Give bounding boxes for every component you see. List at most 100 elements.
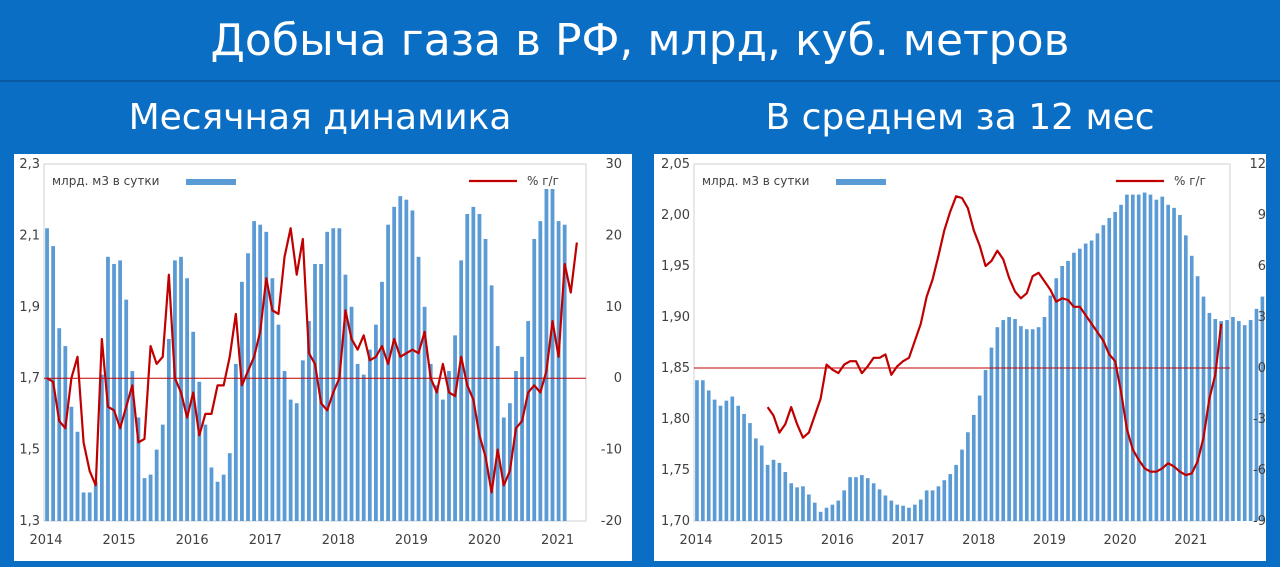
bar [1166,204,1170,522]
bar [1101,225,1106,521]
chart-12m-panel: 1,70 1,75 1,80 1,85 1,90 1,95 2,00 2,05 -9 -6 -3 0 3… [654,154,1280,561]
bar [854,477,858,521]
bar [526,321,531,521]
y-right-tick-label: 12 [1249,157,1266,172]
legend-bars-label: млрд. м3 в сутки [702,174,809,188]
x-tick-label: 2015 [103,533,136,548]
bar [695,380,699,521]
bar [221,474,226,521]
bar [191,331,196,521]
bar [730,396,735,521]
bar [795,487,799,521]
legend-bars-swatch [186,179,236,185]
bar [718,405,723,521]
bar [556,221,561,521]
bar [930,490,935,521]
x-tick-label: 2016 [176,533,209,548]
bar [1237,321,1241,521]
bar [759,445,764,521]
y-right-tick-label: 0 [614,371,622,386]
bar [404,199,409,521]
bar [410,210,415,521]
bar [233,363,238,521]
bar [907,507,911,521]
x-tick-label: 2017 [249,533,282,548]
bar [148,474,153,521]
bar [355,363,360,521]
bar [203,424,208,521]
bar [81,492,86,521]
bar [93,481,98,521]
bar [87,492,92,521]
x-tick-label: 2014 [679,533,712,548]
bar [1007,317,1011,521]
bar [818,511,823,521]
bar [1060,266,1064,521]
bar [142,478,147,521]
bar [392,206,397,521]
bar [712,399,717,521]
bar [112,263,116,521]
legend-bars-label: млрд. м3 в сутки [52,174,159,188]
bar [860,475,864,521]
bar [1024,329,1029,521]
bar [954,464,958,521]
y-right-tick-label: 20 [605,228,622,243]
bar [889,500,894,521]
legend-line-label: % г/г [1174,174,1206,188]
x-tick-label: 2020 [468,533,501,548]
bar [901,505,905,521]
bar [130,371,135,521]
bar [75,431,80,521]
bar [173,260,177,521]
bar [562,224,567,521]
bar [307,321,311,521]
bar [550,188,555,522]
bar [69,406,74,521]
bar [1077,248,1082,521]
bar [1072,252,1076,521]
bar [106,256,110,521]
bar [471,206,476,521]
y-left-tick-label: 1,70 [661,514,690,529]
bar [441,399,445,521]
bar [489,285,494,521]
bar [319,263,323,521]
x-tick-label: 2020 [1104,533,1137,548]
bar [209,467,214,521]
x-tick-label: 2021 [1174,533,1207,548]
bar [240,281,244,521]
bar [948,474,953,521]
bar [483,238,488,521]
bar [1184,235,1188,521]
bar [1136,194,1141,521]
bar [830,504,835,521]
bar [1142,192,1147,521]
x-tick-label: 2019 [1033,533,1066,548]
bar [1013,319,1017,521]
bar [1213,319,1218,521]
bar [434,385,439,521]
y-right-tick-label: 10 [605,300,622,315]
bar [1260,296,1265,521]
bar [1189,255,1194,522]
bar [807,494,811,521]
bar [63,346,68,521]
bar [398,196,403,521]
bar [416,256,421,521]
bar [118,260,123,521]
y-left-tick-label: 1,75 [661,463,690,478]
y-left-tick-label: 1,90 [661,310,690,325]
y-right-tick-label: -3 [1253,412,1266,427]
bar [824,507,829,521]
bar [966,432,970,521]
bar [185,278,189,521]
bar [971,414,976,521]
bar [736,405,740,521]
bar [294,403,299,521]
bar [1066,260,1070,521]
bar [1048,295,1053,521]
bar [1019,326,1023,521]
bar [783,472,788,521]
bar [227,453,232,521]
